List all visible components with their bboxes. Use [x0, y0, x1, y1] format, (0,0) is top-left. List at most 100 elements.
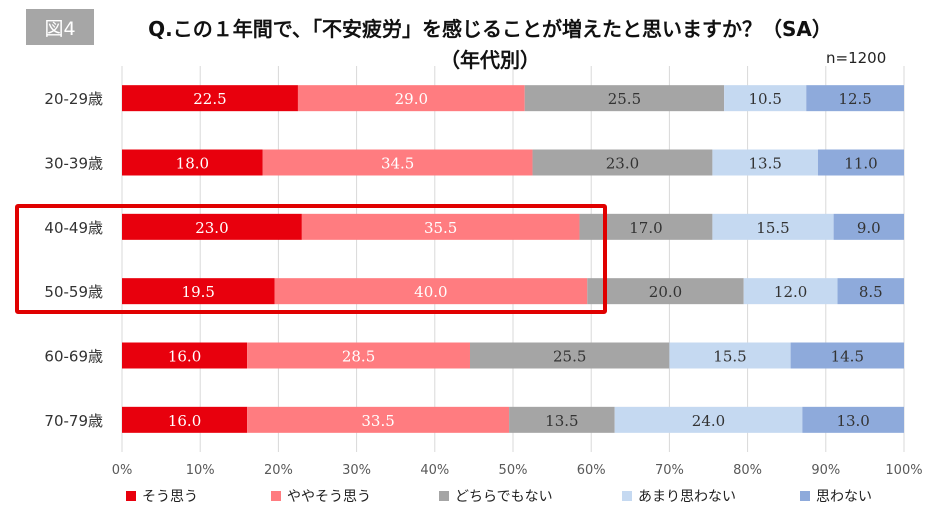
bar-segment: [669, 342, 791, 369]
x-tick-label: 10%: [186, 463, 215, 478]
bar-segment: [817, 149, 904, 176]
bar-segment: [509, 406, 615, 433]
data-label: 8.5: [859, 283, 883, 301]
data-label: 29.0: [395, 90, 428, 108]
chart-subtitle: （年代別）: [440, 48, 540, 72]
x-tick-labels: 0% 10% 20% 30% 40% 50% 60% 70% 80% 90% 100%: [112, 463, 923, 478]
x-tick-label: 70%: [655, 463, 684, 478]
legend-label: 思わない: [816, 489, 872, 505]
bar-segment: [297, 85, 525, 112]
data-label: 18.0: [176, 155, 209, 173]
bar-segment: [614, 406, 803, 433]
bar-segment: [122, 342, 248, 369]
bar-segment: [122, 149, 263, 176]
legend-swatch: [800, 491, 810, 501]
data-label: 13.0: [836, 412, 869, 430]
bar-segment: [122, 213, 302, 240]
bar-segment: [301, 213, 580, 240]
bar-segment: [122, 85, 298, 112]
bar-segments: 22.5 29.0 25.5 10.5 12.5 18.0 34.5 23.0 13.5 11.0…: [122, 85, 904, 433]
legend-label: ややそう思う: [287, 489, 371, 505]
data-label: 23.0: [195, 219, 228, 237]
bar-segment: [247, 342, 470, 369]
data-label: 17.0: [629, 219, 662, 237]
legend-item: あまり思わない: [622, 486, 736, 506]
bar-segment: [262, 149, 533, 176]
chart-legend: そう思う ややそう思う どちらでもない あまり思わない 思わない: [126, 486, 916, 508]
data-label: 16.0: [168, 348, 201, 366]
data-label: 22.5: [193, 90, 226, 108]
legend-swatch: [271, 491, 281, 501]
x-tick-label: 100%: [885, 463, 922, 478]
data-label: 34.5: [381, 155, 414, 173]
data-label: 12.0: [774, 283, 807, 301]
bar-segment: [579, 213, 713, 240]
legend-item: そう思う: [126, 486, 198, 506]
data-label: 15.5: [713, 348, 746, 366]
data-label: 14.5: [831, 348, 864, 366]
sample-size-note: n=1200: [826, 49, 887, 67]
category-labels: 20-29歳 30-39歳 40-49歳 50-59歳 60-69歳 70-79歳: [44, 90, 103, 430]
data-label: 23.0: [606, 155, 639, 173]
data-label: 9.0: [857, 219, 881, 237]
bar-segment: [469, 342, 670, 369]
bar-segment: [532, 149, 713, 176]
bar-segment: [802, 406, 904, 433]
bar-segment: [743, 278, 838, 305]
legend-item: どちらでもない: [439, 486, 553, 506]
x-tick-label: 80%: [733, 463, 762, 478]
data-label: 10.5: [748, 90, 781, 108]
bar-segment: [790, 342, 904, 369]
data-label: 40.0: [414, 283, 447, 301]
legend-swatch: [126, 491, 136, 501]
data-label: 15.5: [756, 219, 789, 237]
legend-swatch: [622, 491, 632, 501]
data-label: 33.5: [361, 412, 394, 430]
x-tick-label: 50%: [499, 463, 528, 478]
data-label: 28.5: [342, 348, 375, 366]
bar-segment: [712, 149, 818, 176]
bar-segment: [247, 406, 510, 433]
bar-segment: [712, 213, 834, 240]
x-tick-label: 0%: [112, 463, 133, 478]
data-label: 13.5: [748, 155, 781, 173]
category-label: 30-39歳: [44, 155, 103, 173]
data-label: 19.5: [182, 283, 215, 301]
data-label: 35.5: [424, 219, 457, 237]
data-label: 25.5: [553, 348, 586, 366]
legend-item: 思わない: [800, 486, 872, 506]
bar-segment: [122, 406, 248, 433]
category-label: 50-59歳: [44, 283, 103, 301]
bar-segment: [274, 278, 588, 305]
chart-title: Q.この１年間で、「不安疲労」を感じることが増えたと思いますか？（SA）: [148, 17, 832, 41]
category-label: 20-29歳: [44, 90, 103, 108]
legend-label: そう思う: [142, 489, 198, 505]
bar-segment: [587, 278, 744, 305]
bar-segment: [837, 278, 904, 305]
x-tick-label: 40%: [420, 463, 449, 478]
figure-number-badge: 図4: [26, 9, 94, 45]
bar-segment: [122, 278, 275, 305]
category-label: 60-69歳: [44, 348, 103, 366]
x-tick-label: 30%: [342, 463, 371, 478]
data-label: 16.0: [168, 412, 201, 430]
legend-swatch: [439, 491, 449, 501]
data-label: 11.0: [844, 155, 877, 173]
data-label: 20.0: [649, 283, 682, 301]
bar-segment: [806, 85, 904, 112]
bar-segment: [833, 213, 904, 240]
legend-item: ややそう思う: [271, 486, 371, 506]
legend-label: あまり思わない: [638, 489, 736, 505]
x-tick-label: 90%: [811, 463, 840, 478]
data-label: 24.0: [692, 412, 725, 430]
data-label: 12.5: [838, 90, 871, 108]
legend-label: どちらでもない: [455, 489, 553, 505]
gridlines: [121, 66, 905, 452]
bar-segment: [524, 85, 725, 112]
data-label: 25.5: [608, 90, 641, 108]
bar-segment: [724, 85, 807, 112]
x-tick-label: 20%: [264, 463, 293, 478]
x-tick-label: 60%: [577, 463, 606, 478]
category-label: 40-49歳: [44, 219, 103, 237]
